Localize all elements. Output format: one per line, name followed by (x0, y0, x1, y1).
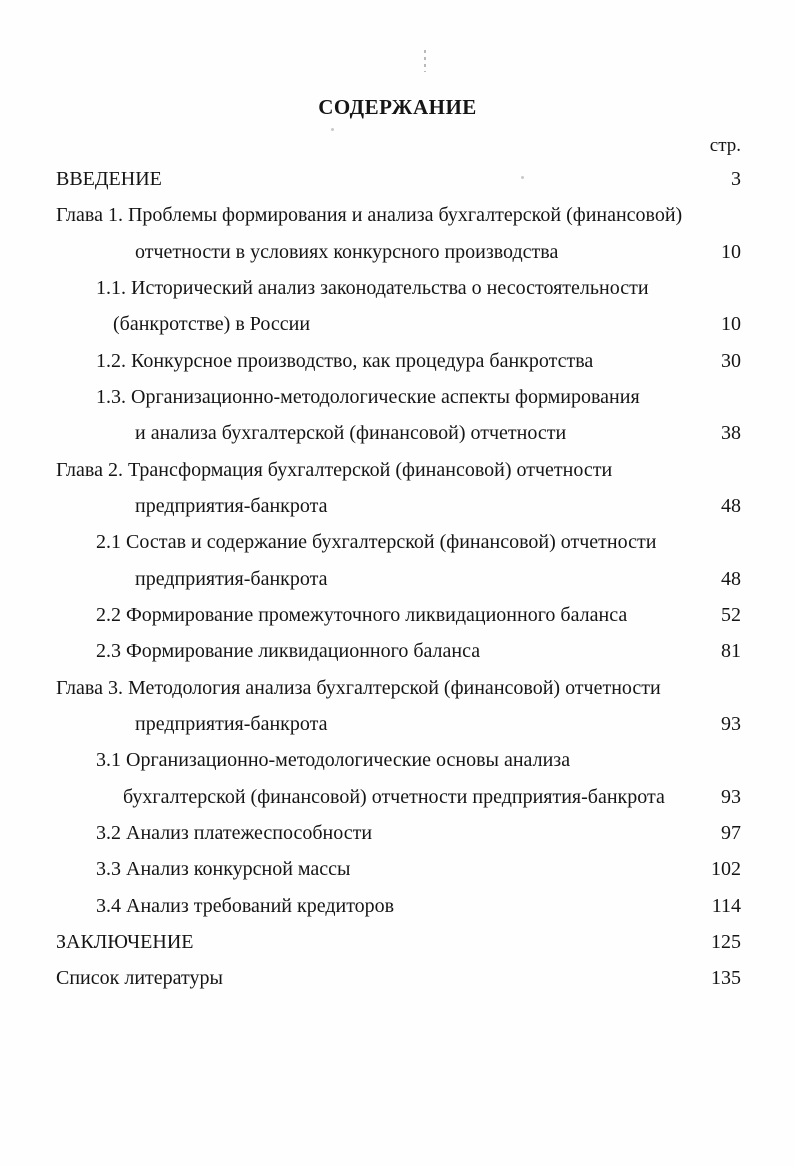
toc-row: Глава 3. Методология анализа бухгалтерск… (0, 670, 795, 706)
toc-entry-text: ВВЕДЕНИЕ (56, 168, 162, 190)
toc-entry-page: 30 (721, 349, 741, 372)
toc-entry-page: 48 (721, 567, 741, 590)
toc-row: 1.2. Конкурсное производство, как процед… (0, 343, 795, 379)
toc-entry-page (707, 524, 741, 560)
scan-artifact (424, 50, 426, 72)
toc-row: ВВЕДЕНИЕ 3 (0, 161, 795, 197)
toc-entry-text: 3.3 Анализ конкурсной массы (96, 858, 351, 881)
toc-row: 3.2 Анализ платежеспособности 97 (0, 815, 795, 851)
toc-row: Список литературы 135 (0, 960, 795, 996)
toc-entry-page: 102 (711, 858, 741, 881)
toc-entry-page (707, 197, 741, 233)
toc-entry-page: 10 (721, 240, 741, 263)
toc-entry-page: 10 (721, 313, 741, 336)
toc-entry-page (707, 379, 741, 415)
toc-entry-page: 125 (711, 930, 741, 953)
toc-entry-page: 114 (711, 894, 741, 917)
page-column-header: стр. (709, 135, 741, 156)
toc-row: предприятия-банкрота 93 (0, 706, 795, 742)
toc-entry-page (707, 452, 741, 488)
toc-entry-page (707, 670, 741, 706)
toc-entry-text: 2.1 Состав и содержание бухгалтерской (ф… (96, 531, 657, 554)
page-title: СОДЕРЖАНИЕ (318, 95, 477, 119)
toc-entry-text: 2.3 Формирование ликвидационного баланса (96, 640, 481, 663)
scan-artifact (331, 128, 334, 131)
toc-entry-text: предприятия-банкрота (135, 567, 328, 590)
toc-row: 2.3 Формирование ликвидационного баланса… (0, 633, 795, 669)
toc-row: бухгалтерской (финансовой) отчетности пр… (0, 779, 795, 815)
toc-row: (банкротстве) в России 10 (0, 306, 795, 342)
toc-entry-text: отчетности в условиях конкурсного произв… (135, 240, 559, 263)
toc-row: ЗАКЛЮЧЕНИЕ 125 (0, 924, 795, 960)
toc-entry-page: 3 (731, 168, 741, 190)
toc-entry-text: ЗАКЛЮЧЕНИЕ (56, 930, 194, 953)
toc-row: 3.1 Организационно-методологические осно… (0, 742, 795, 778)
toc-row: 3.3 Анализ конкурсной массы 102 (0, 851, 795, 887)
toc-row: 2.1 Состав и содержание бухгалтерской (ф… (0, 524, 795, 560)
toc-row: 1.1. Исторический анализ законодательств… (0, 270, 795, 306)
toc-entry-text: Глава 2. Трансформация бухгалтерской (фи… (56, 458, 613, 481)
toc-entry-page: 52 (721, 603, 741, 626)
toc-entry-text: 1.1. Исторический анализ законодательств… (96, 276, 649, 299)
toc-entry-text: Список литературы (56, 967, 223, 990)
toc-entry-page (707, 742, 741, 778)
toc-entry-page: 38 (721, 422, 741, 445)
toc-row: Глава 1. Проблемы формирования и анализа… (0, 197, 795, 233)
table-of-contents: ВВЕДЕНИЕ 3 Глава 1. Проблемы формирования… (0, 161, 795, 997)
toc-entry-text: предприятия-банкрота (135, 494, 328, 517)
toc-entry-text: и анализа бухгалтерской (финансовой) отч… (135, 422, 567, 445)
toc-entry-text: 3.1 Организационно-методологические осно… (96, 749, 571, 772)
toc-entry-page: 135 (711, 967, 741, 990)
toc-entry-text: предприятия-банкрота (135, 712, 328, 735)
toc-entry-page: 48 (721, 494, 741, 517)
toc-entry-page: 93 (721, 712, 741, 735)
toc-row: 1.3. Организационно-методологические асп… (0, 379, 795, 415)
toc-row: и анализа бухгалтерской (финансовой) отч… (0, 415, 795, 451)
toc-row: 2.2 Формирование промежуточного ликвидац… (0, 597, 795, 633)
toc-entry-text: (банкротстве) в России (113, 313, 311, 336)
toc-row: 3.4 Анализ требований кредиторов 114 (0, 888, 795, 924)
toc-row: Глава 2. Трансформация бухгалтерской (фи… (0, 452, 795, 488)
toc-entry-text: 3.2 Анализ платежеспособности (96, 821, 373, 844)
toc-row: предприятия-банкрота 48 (0, 488, 795, 524)
toc-entry-page: 81 (721, 640, 741, 663)
scan-artifact (521, 176, 524, 179)
toc-entry-page: 93 (721, 785, 741, 808)
toc-entry-text: Глава 3. Методология анализа бухгалтерск… (56, 676, 661, 699)
toc-entry-page: 97 (721, 821, 741, 844)
toc-entry-text: 1.3. Организационно-методологические асп… (96, 385, 640, 408)
toc-entry-text: бухгалтерской (финансовой) отчетности пр… (123, 785, 665, 808)
toc-entry-text: 3.4 Анализ требований кредиторов (96, 894, 395, 917)
toc-row: отчетности в условиях конкурсного произв… (0, 234, 795, 270)
toc-entry-text: 1.2. Конкурсное производство, как процед… (96, 349, 594, 372)
toc-row: предприятия-банкрота 48 (0, 561, 795, 597)
toc-entry-text: Глава 1. Проблемы формирования и анализа… (56, 204, 683, 227)
toc-entry-text: 2.2 Формирование промежуточного ликвидац… (96, 603, 628, 626)
toc-entry-page (707, 270, 741, 306)
